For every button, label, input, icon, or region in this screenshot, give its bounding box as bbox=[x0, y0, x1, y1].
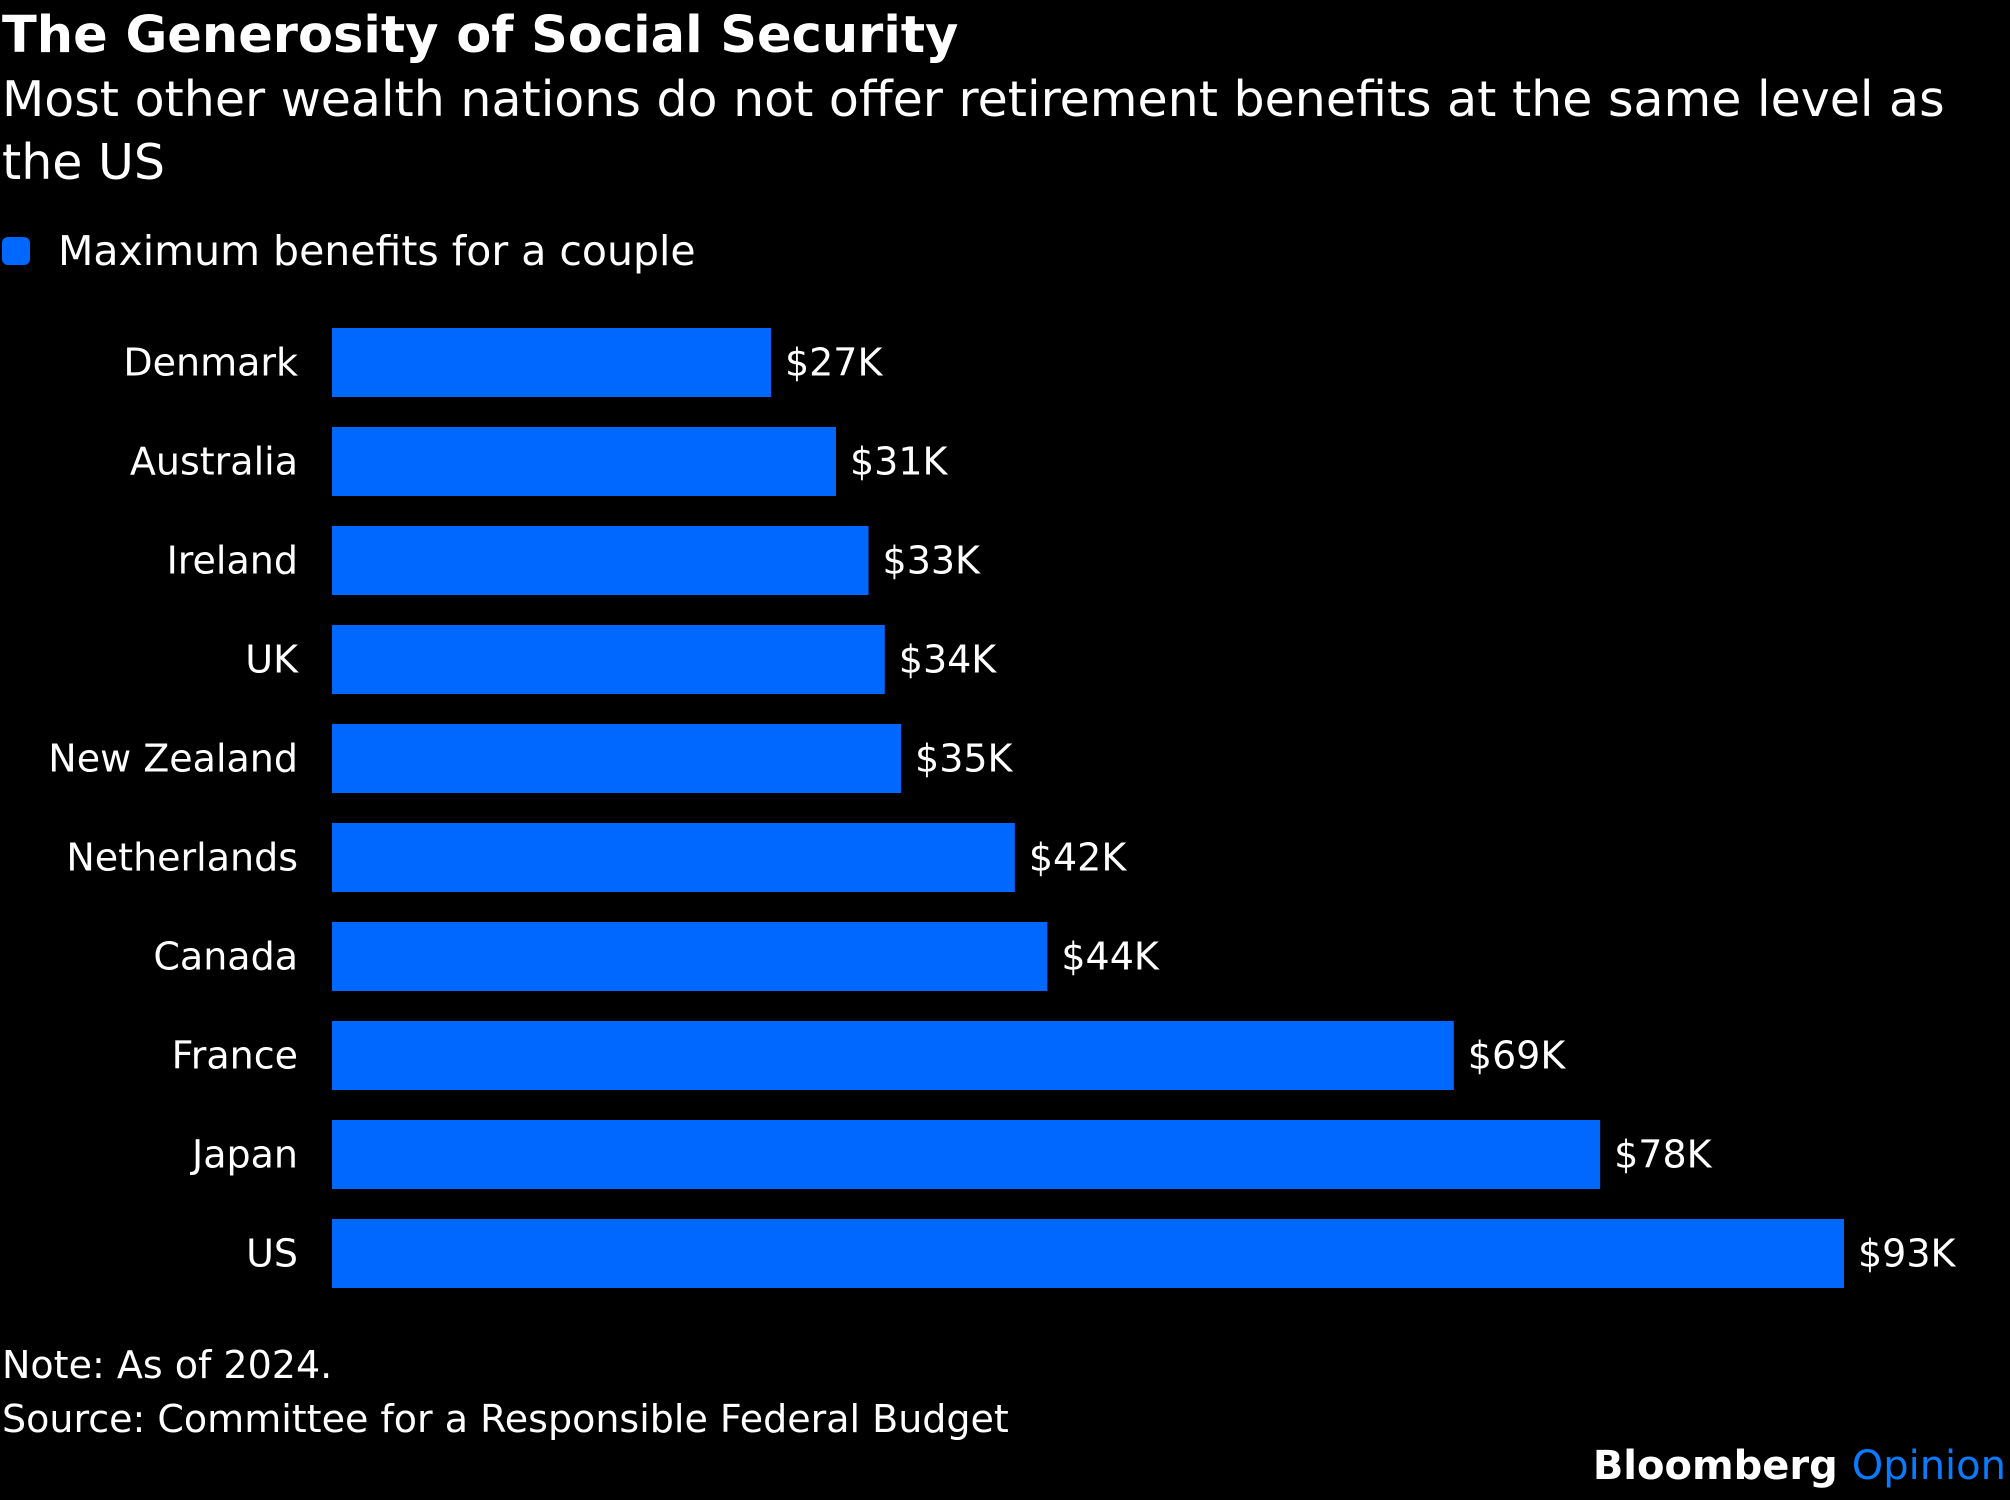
value-label: $93K bbox=[1858, 1232, 1957, 1276]
value-label: $35K bbox=[915, 737, 1014, 781]
legend-label: Maximum benefits for a couple bbox=[58, 227, 696, 275]
bar bbox=[332, 328, 771, 397]
category-label: Denmark bbox=[123, 341, 298, 385]
value-label: $31K bbox=[850, 440, 949, 484]
chart-note: Note: As of 2024. bbox=[2, 1343, 333, 1387]
category-label: Netherlands bbox=[66, 836, 298, 880]
category-label: US bbox=[246, 1232, 298, 1276]
bar bbox=[332, 724, 902, 793]
value-label: $44K bbox=[1061, 935, 1160, 979]
chart-source: Source: Committee for a Responsible Fede… bbox=[2, 1397, 1009, 1441]
bar bbox=[332, 1120, 1601, 1189]
chart-title: The Generosity of Social Security bbox=[2, 6, 959, 65]
bar-chart: Denmark $27K Australia $31K Ireland $33K UK $34… bbox=[48, 328, 1957, 1288]
value-label: $78K bbox=[1614, 1133, 1713, 1177]
brand-accent: Opinion bbox=[1851, 1443, 2006, 1489]
bar bbox=[332, 526, 869, 595]
category-label: Japan bbox=[190, 1133, 298, 1177]
chart-subtitle: Most other wealth nations do not offer r… bbox=[2, 71, 1945, 191]
bar bbox=[332, 823, 1015, 892]
category-label: Australia bbox=[130, 440, 298, 484]
brand-name: Bloomberg bbox=[1592, 1443, 1838, 1489]
bar bbox=[332, 1219, 1844, 1288]
value-label: $34K bbox=[899, 638, 998, 682]
value-label: $42K bbox=[1029, 836, 1128, 880]
bar bbox=[332, 625, 885, 694]
bar bbox=[332, 1021, 1454, 1090]
bar bbox=[332, 922, 1048, 991]
brand-logo: Bloomberg Opinion bbox=[1593, 1438, 2006, 1494]
legend-swatch bbox=[2, 237, 30, 265]
value-label: $69K bbox=[1468, 1034, 1567, 1078]
category-label: New Zealand bbox=[48, 737, 298, 781]
legend: Maximum benefits for a couple bbox=[2, 226, 696, 276]
value-label: $33K bbox=[883, 539, 982, 583]
category-label: France bbox=[172, 1034, 298, 1078]
value-label: $27K bbox=[785, 341, 884, 385]
category-label: Ireland bbox=[167, 539, 298, 583]
category-label: UK bbox=[245, 638, 299, 682]
bar bbox=[332, 427, 836, 496]
category-label: Canada bbox=[153, 935, 298, 979]
